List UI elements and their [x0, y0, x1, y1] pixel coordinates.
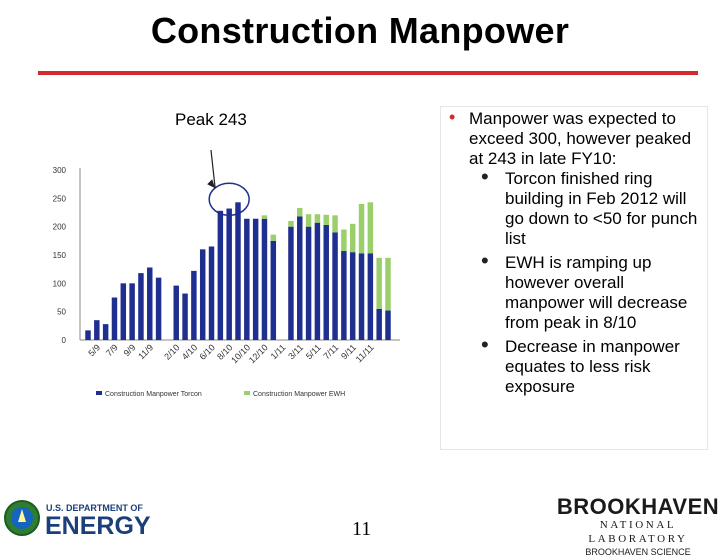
- sub-bullet-ewh: EWH is ramping up however overall manpow…: [469, 251, 703, 333]
- bar-torcon: [217, 210, 224, 340]
- bar-ewh: [358, 204, 365, 254]
- bar-torcon: [94, 320, 100, 340]
- legend-label-ewh: Construction Manpower EWH: [253, 391, 345, 398]
- bar-torcon: [120, 283, 127, 340]
- bar-torcon: [341, 251, 347, 340]
- doe-logo: U.S. DEPARTMENT OF ENERGY: [4, 498, 164, 543]
- x-tick-label: 5/9: [86, 342, 102, 358]
- bar-ewh: [314, 214, 321, 223]
- page-title: Construction Manpower: [150, 10, 570, 51]
- x-tick-label: 11/11: [354, 342, 376, 364]
- bar-torcon: [173, 285, 179, 340]
- bullet-main-text: Manpower was expected to exceed 300, how…: [469, 109, 692, 168]
- peak-arrow-line: [210, 150, 216, 189]
- bar-torcon: [349, 252, 356, 340]
- bar-torcon: [367, 253, 374, 340]
- peak-circle: [208, 182, 250, 217]
- y-tick-label: 150: [53, 251, 67, 260]
- page-number: 11: [352, 518, 372, 540]
- x-tick-label: 10/10: [229, 342, 252, 365]
- bnl-logo-sub: NATIONAL LABORATORY: [588, 519, 688, 545]
- y-tick-label: 50: [57, 308, 66, 317]
- x-tick-label: 6/10: [197, 342, 216, 361]
- bar-ewh: [305, 214, 312, 227]
- doe-logo-main: ENERGY: [45, 512, 151, 538]
- bar-torcon: [244, 218, 250, 340]
- bar-ewh: [349, 223, 356, 253]
- bar-ewh: [376, 257, 382, 309]
- bar-ewh: [323, 214, 329, 225]
- bar-ewh: [288, 221, 294, 227]
- bar-ewh: [385, 257, 391, 311]
- bar-torcon: [102, 324, 109, 340]
- bar-torcon: [155, 277, 162, 340]
- bar-torcon: [323, 224, 329, 340]
- bar-torcon: [85, 330, 91, 340]
- bar-torcon: [358, 253, 365, 340]
- peak-arrow-head-icon: [207, 179, 216, 189]
- bar-torcon: [270, 240, 277, 340]
- manpower-chart: 0 50 100 150 200 250 300 5/9 7/9 9/911/9 2/104/106…: [53, 150, 400, 398]
- title-rule: [38, 71, 698, 75]
- legend-swatch-ewh: [244, 391, 250, 395]
- bnl-logo: BROOKHAVEN NATIONAL LABORATORY BROOKHAVE…: [556, 496, 720, 558]
- x-tick-label: 5/11: [304, 342, 323, 361]
- bar-torcon: [208, 246, 215, 340]
- bar-torcon: [376, 308, 382, 340]
- bar-torcon: [297, 216, 303, 340]
- sub-bullet-torcon: Torcon finished ring building in Feb 201…: [469, 167, 703, 249]
- y-tick-label: 100: [53, 279, 67, 288]
- x-tick-label: 3/11: [286, 342, 305, 361]
- bar-torcon: [129, 283, 135, 340]
- x-tick-label: 7/11: [321, 342, 340, 361]
- x-tick-label: 12/10: [247, 342, 270, 365]
- bar-ewh: [261, 215, 268, 219]
- legend-label-torcon: Construction Manpower Torcon: [105, 391, 202, 398]
- x-tick-label: 9/9: [122, 342, 138, 358]
- y-tick-label: 0: [62, 336, 67, 345]
- bar-ewh: [270, 234, 277, 241]
- bar-torcon: [199, 249, 206, 340]
- y-tick-label: 200: [53, 223, 67, 232]
- bar-torcon: [314, 222, 321, 340]
- x-tick-label: 4/10: [180, 342, 199, 361]
- x-tick-label: 2/10: [162, 342, 181, 361]
- x-tick-label: 7/9: [104, 342, 120, 358]
- bnl-logo-main: BROOKHAVEN: [556, 494, 720, 519]
- bar-torcon: [226, 208, 232, 340]
- bar-torcon: [182, 293, 188, 340]
- bar-ewh: [297, 207, 303, 217]
- bnl-logo-science: BROOKHAVEN SCIENCE: [585, 547, 691, 557]
- bullet-panel: Manpower was expected to exceed 300, how…: [440, 106, 708, 450]
- doe-logo-top: U.S. DEPARTMENT OF: [46, 503, 143, 513]
- peak-label: Peak 243: [175, 110, 247, 129]
- y-tick-label: 250: [53, 194, 67, 203]
- y-tick-label: 300: [53, 166, 67, 175]
- bar-torcon: [235, 202, 241, 340]
- bar-torcon: [252, 218, 259, 340]
- legend-swatch-torcon: [96, 391, 102, 395]
- bar-torcon: [138, 273, 144, 340]
- bar-ewh: [332, 215, 338, 233]
- x-tick-label: 1/11: [269, 342, 288, 361]
- bar-torcon: [261, 218, 268, 340]
- sub-bullet-risk: Decrease in manpower equates to less ris…: [469, 335, 703, 397]
- bar-ewh: [341, 229, 347, 252]
- bar-torcon: [288, 226, 294, 340]
- bar-torcon: [332, 232, 338, 340]
- bar-torcon: [305, 226, 312, 340]
- bullet-main: Manpower was expected to exceed 300, how…: [441, 107, 703, 397]
- bar-torcon: [191, 270, 197, 340]
- bar-torcon: [147, 267, 153, 340]
- x-tick-label: 11/9: [136, 342, 155, 361]
- bar-torcon: [111, 297, 118, 340]
- bar-ewh: [367, 202, 374, 254]
- bar-torcon: [385, 310, 391, 340]
